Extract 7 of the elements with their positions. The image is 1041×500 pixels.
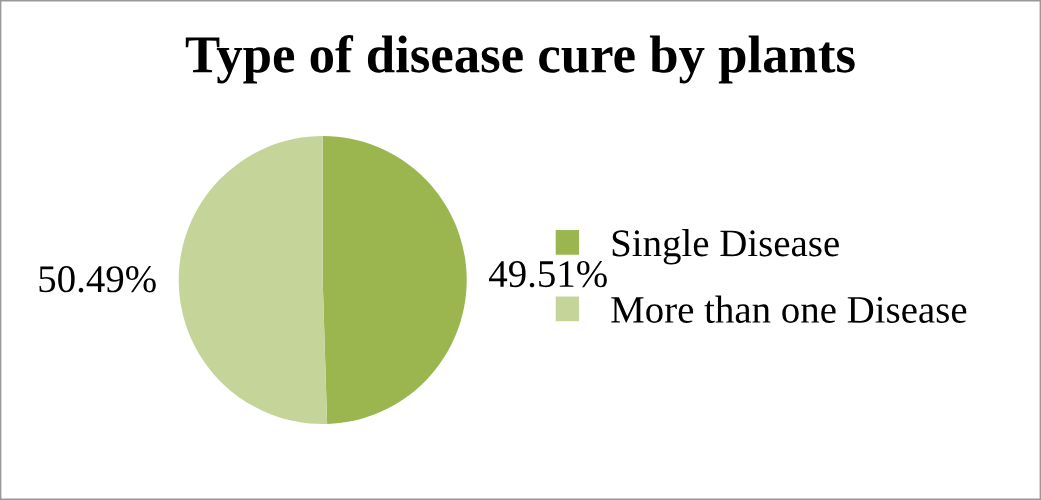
data-label: 50.49% [39,266,156,293]
data-label: 49.51% [489,260,607,288]
chart-title: Type of disease cure by plants [185,35,855,84]
legend-label: Single Disease [612,229,839,265]
pie-slice [178,136,328,424]
pie-slice [322,136,467,424]
legend-label: More than one Disease [611,295,967,323]
